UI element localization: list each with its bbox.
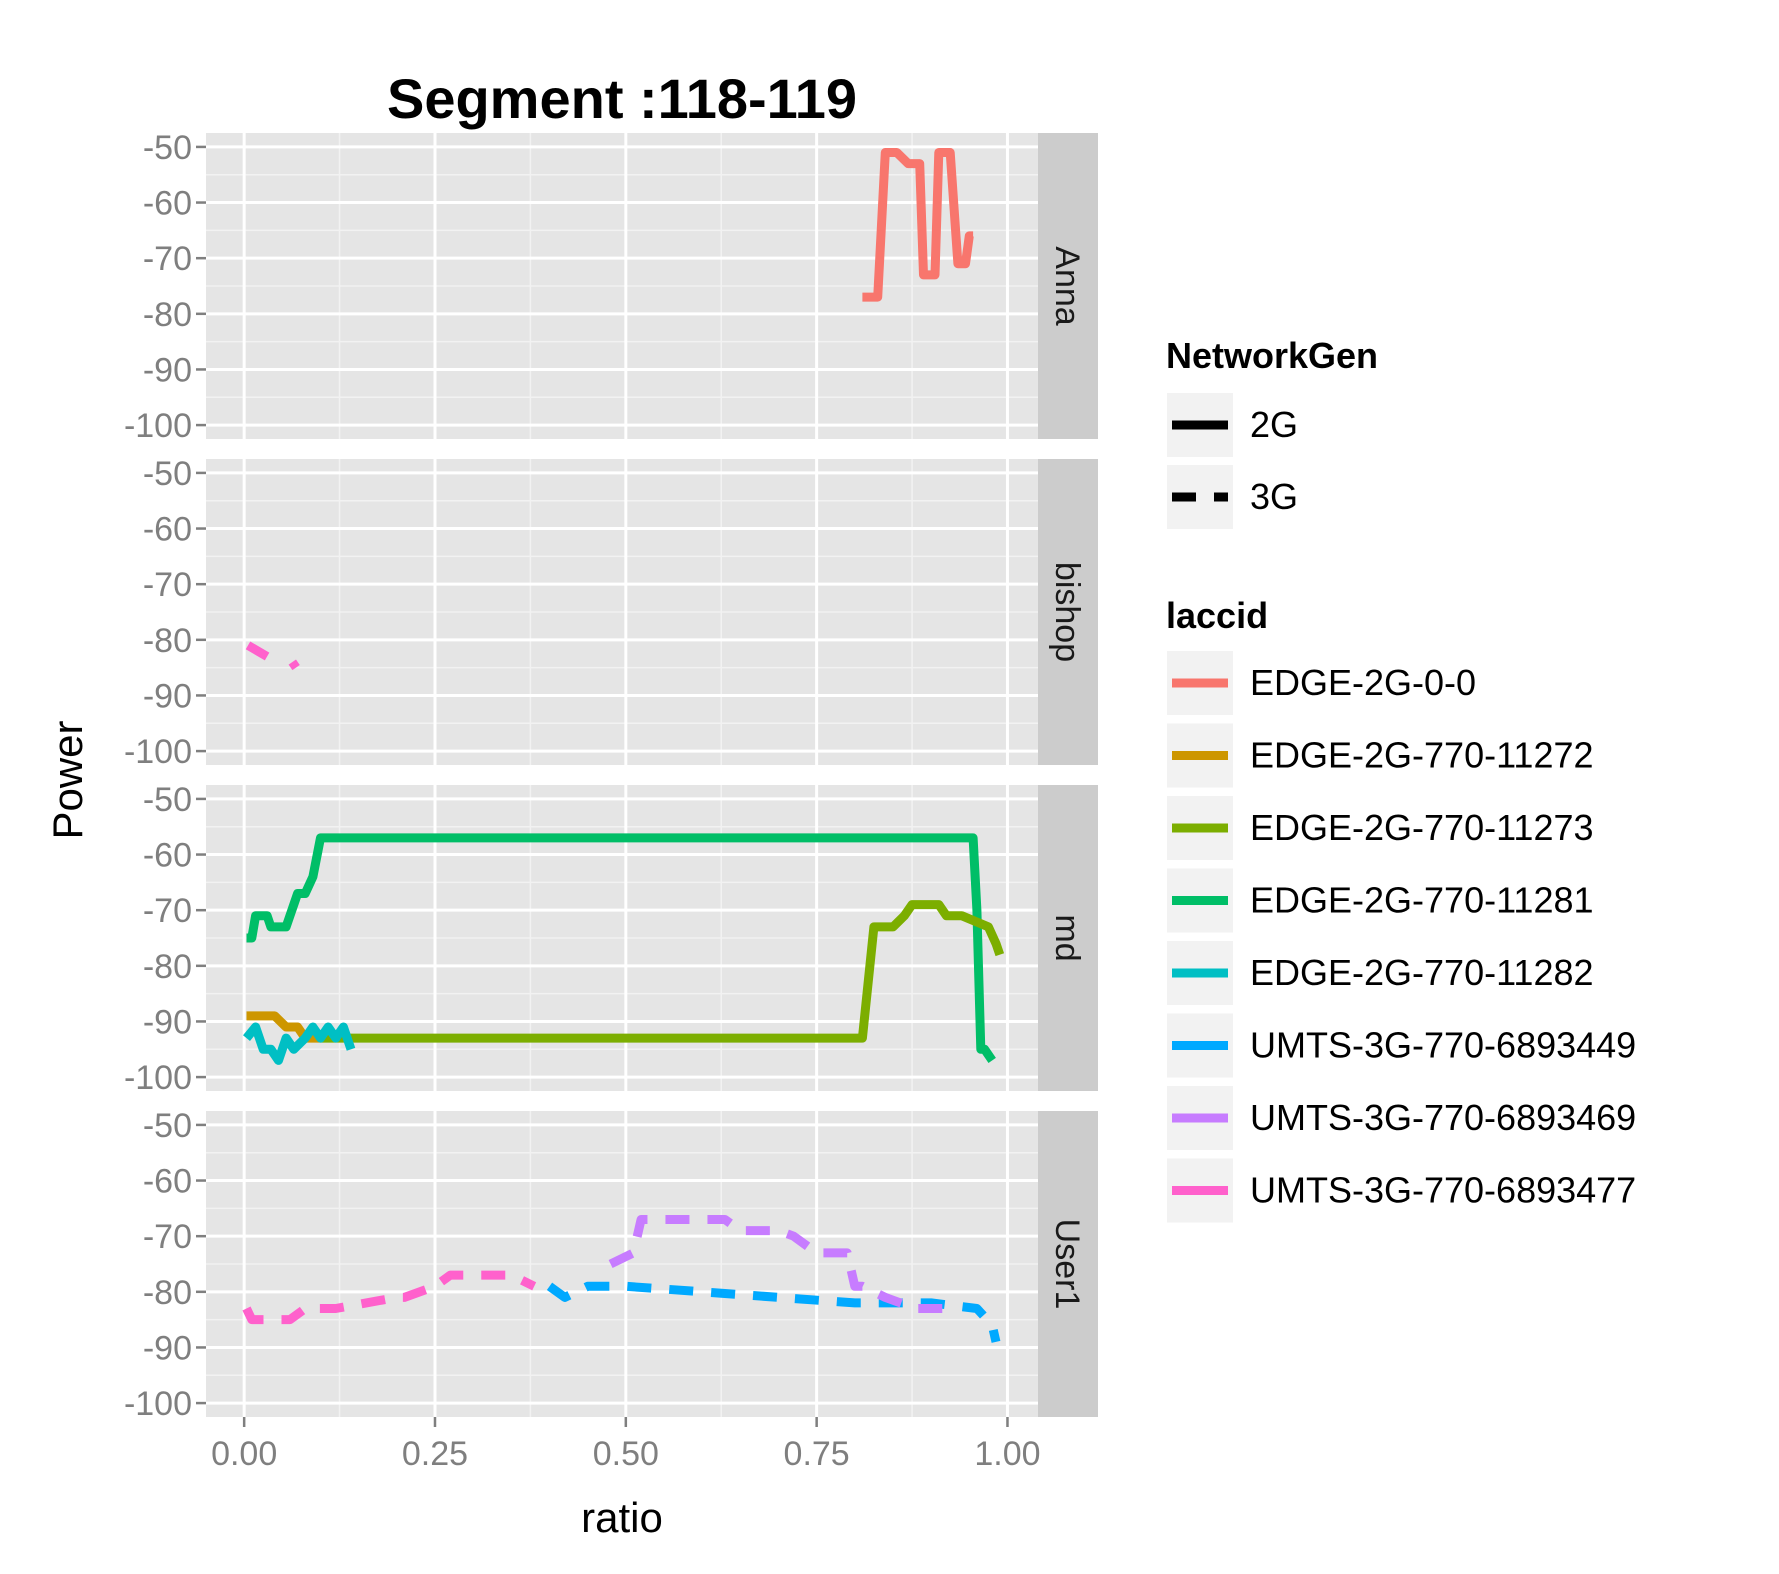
x-axis-title: ratio xyxy=(581,1494,663,1541)
x-tick-label: 1.00 xyxy=(974,1435,1040,1473)
series-line-edge-2g-770-11282 xyxy=(243,1022,356,1065)
legend-laccid: laccid EDGE-2G-0-0 EDGE-2G-770-11272 EDGE-2… xyxy=(1165,595,1636,1225)
y-axis-title: Power xyxy=(44,720,91,839)
y-tick-label: -60 xyxy=(143,837,192,875)
y-tick-label: -70 xyxy=(143,1218,192,1256)
facet-panel-bishop: -50 -60 -70 -80 -90 -100 bishop xyxy=(124,455,1098,771)
x-tick-label: 0.25 xyxy=(402,1435,468,1473)
y-tick-label: -70 xyxy=(143,566,192,604)
series-group xyxy=(243,833,1005,1065)
legend-title: NetworkGen xyxy=(1166,335,1378,376)
legend-label: 2G xyxy=(1250,404,1298,445)
chart-title: Segment :118-119 xyxy=(387,67,857,130)
facet-strip xyxy=(1038,459,1098,765)
facet-panels: -50 -60 -70 -80 -90 -100 Anna -50 -60 -70 -80 -90 -1… xyxy=(124,129,1098,1423)
y-tick-label: -80 xyxy=(143,622,192,660)
y-tick-label: -50 xyxy=(143,455,192,493)
y-tick-label: -60 xyxy=(143,1163,192,1201)
facet-strip-label: md xyxy=(1048,914,1086,961)
legend-label: UMTS-3G-770-6893469 xyxy=(1250,1097,1636,1138)
y-tick-label: -70 xyxy=(143,240,192,278)
legend-label: EDGE-2G-770-11282 xyxy=(1250,952,1594,993)
facet-panel-md: -50 -60 -70 -80 -90 -100 md xyxy=(124,781,1098,1097)
legend-label: UMTS-3G-770-6893449 xyxy=(1250,1025,1636,1066)
series-line-edge-2g-0-0 xyxy=(862,148,974,302)
facet-strip xyxy=(1038,1111,1098,1417)
legend-label: 3G xyxy=(1250,476,1298,517)
x-tick-label: 0.00 xyxy=(211,1435,277,1473)
series-group xyxy=(862,148,974,302)
series-group xyxy=(245,641,300,671)
x-tick-label: 0.75 xyxy=(784,1435,850,1473)
y-tick-label: -50 xyxy=(143,129,192,167)
facet-strip xyxy=(1038,785,1098,1091)
y-tick-label: -70 xyxy=(143,892,192,930)
facet-panel-anna: -50 -60 -70 -80 -90 -100 Anna xyxy=(124,129,1098,445)
y-tick-label: -50 xyxy=(143,781,192,819)
series-line-edge-2g-770-11281 xyxy=(246,833,996,1063)
series-line-umts-3g-770-6893477 xyxy=(242,1270,537,1325)
series-line-umts-3g-770-6893449 xyxy=(546,1281,1001,1343)
y-tick-label: -100 xyxy=(124,1059,192,1097)
legend-networkgen: NetworkGen 2G 3G xyxy=(1165,335,1378,531)
series-line-umts-3g-770-6893477 xyxy=(288,659,300,671)
legend-label: UMTS-3G-770-6893477 xyxy=(1250,1170,1636,1211)
y-tick-label: -80 xyxy=(143,296,192,334)
y-tick-label: -80 xyxy=(143,948,192,986)
y-tick-label: -100 xyxy=(124,407,192,445)
y-tick-label: -90 xyxy=(143,1003,192,1041)
facet-strip-label: Anna xyxy=(1048,246,1086,325)
legend-label: EDGE-2G-0-0 xyxy=(1250,662,1476,703)
series-group xyxy=(242,1215,1001,1343)
series-line-edge-2g-770-11273 xyxy=(320,900,1005,1043)
x-tick-label: 0.50 xyxy=(593,1435,659,1473)
y-tick-label: -90 xyxy=(143,677,192,715)
y-tick-label: -80 xyxy=(143,1274,192,1312)
legend-label: EDGE-2G-770-11273 xyxy=(1250,807,1594,848)
facet-panel-user1: -50 -60 -70 -80 -90 -100 User1 xyxy=(124,1107,1098,1423)
series-line-umts-3g-770-6893477 xyxy=(245,641,270,661)
y-tick-label: -90 xyxy=(143,351,192,389)
y-tick-label: -100 xyxy=(124,733,192,771)
legend-label: EDGE-2G-770-11272 xyxy=(1250,735,1594,776)
facet-strip-label: bishop xyxy=(1048,562,1086,662)
y-tick-label: -60 xyxy=(143,511,192,549)
series-line-umts-3g-770-6893469 xyxy=(608,1215,947,1313)
legend-label: EDGE-2G-770-11281 xyxy=(1250,880,1594,921)
y-tick-label: -100 xyxy=(124,1385,192,1423)
y-tick-label: -60 xyxy=(143,185,192,223)
x-axis: 0.00 0.25 0.50 0.75 1.00 xyxy=(211,1417,1041,1473)
facet-strip-label: User1 xyxy=(1048,1219,1086,1310)
y-tick-label: -90 xyxy=(143,1329,192,1367)
legend: NetworkGen 2G 3G laccid EDGE-2G-0-0 EDGE-2G-7… xyxy=(1165,335,1636,1225)
legend-title: laccid xyxy=(1166,595,1268,636)
y-tick-label: -50 xyxy=(143,1107,192,1145)
facet-strip xyxy=(1038,133,1098,439)
